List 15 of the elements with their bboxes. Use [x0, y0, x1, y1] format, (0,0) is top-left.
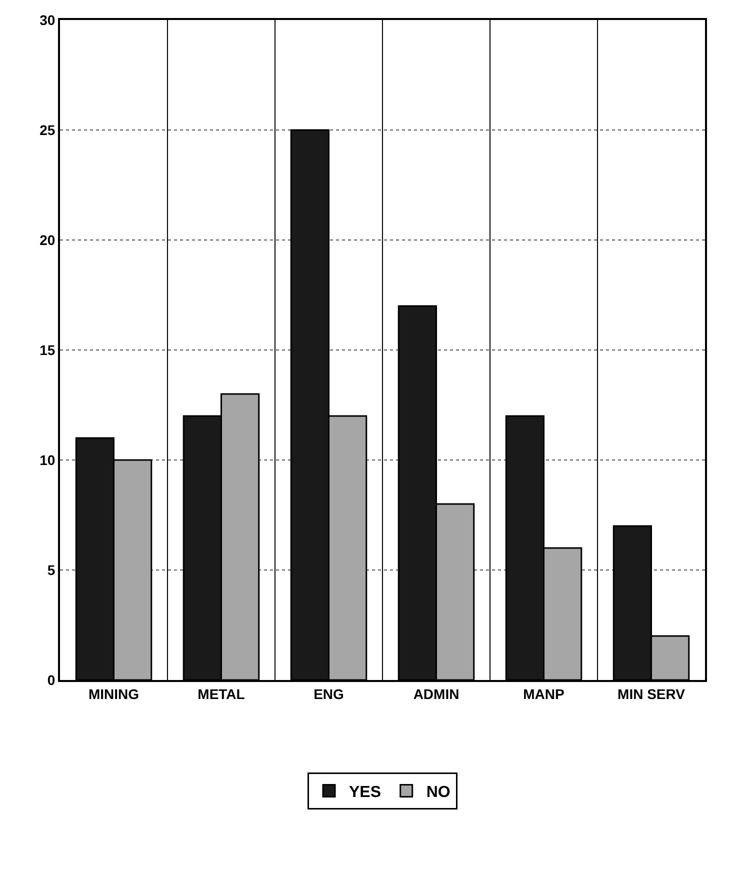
- y-tick-label: 5: [47, 562, 56, 578]
- y-tick-label: 20: [40, 232, 56, 248]
- x-tick-label: METAL: [198, 686, 246, 702]
- y-tick-label: 0: [47, 672, 56, 688]
- legend-label: YES: [349, 784, 382, 802]
- x-tick-label: MIN SERV: [618, 686, 686, 702]
- x-tick-label: ENG: [314, 686, 344, 702]
- y-tick-label: 10: [40, 452, 56, 468]
- y-tick-label: 30: [40, 12, 56, 28]
- x-tick-label: MANP: [523, 686, 564, 702]
- y-tick-label: 15: [40, 342, 56, 358]
- x-tick-label: MINING: [88, 686, 140, 702]
- y-tick-label: 25: [40, 122, 56, 138]
- x-tick-label: ADMIN: [413, 686, 460, 702]
- legend-label: NO: [426, 784, 450, 802]
